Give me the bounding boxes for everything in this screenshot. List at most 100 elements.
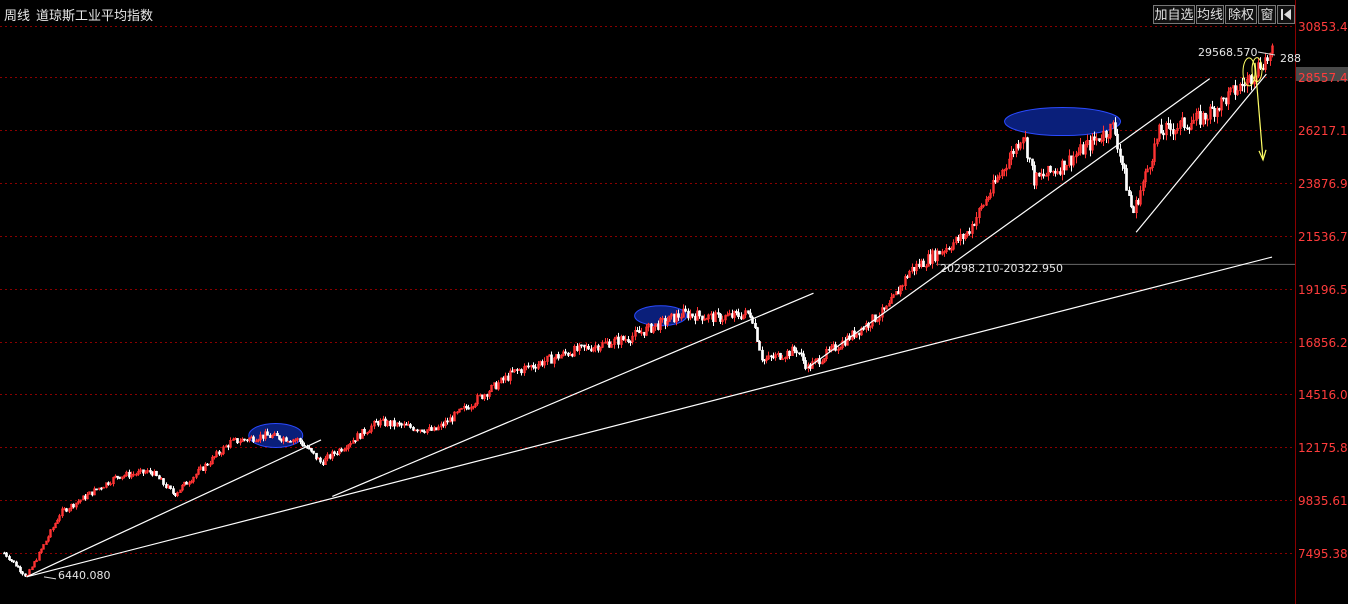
candle-body <box>1116 133 1119 150</box>
candle-body <box>793 346 796 352</box>
candle-body <box>1216 108 1219 117</box>
candle-body <box>624 339 627 341</box>
candle-body <box>363 428 366 434</box>
candle-body <box>1160 124 1163 134</box>
candle-body <box>500 377 503 384</box>
candle-body <box>93 488 96 496</box>
candle-body <box>601 342 604 348</box>
candle-body <box>278 435 281 440</box>
candle-body <box>784 357 787 360</box>
candle-body <box>761 349 764 361</box>
candle-body <box>472 406 475 408</box>
candle-body <box>1204 112 1207 120</box>
candle-body <box>1042 173 1045 177</box>
candle-body <box>130 473 133 478</box>
candle-body <box>968 231 971 234</box>
candle-body <box>1026 137 1029 159</box>
candle-body <box>950 248 953 251</box>
candle-body <box>185 481 188 485</box>
candle-body <box>135 473 138 476</box>
candle-body <box>12 560 15 563</box>
candle-body <box>86 493 89 500</box>
candle-body <box>416 429 419 432</box>
candle-body <box>925 265 928 268</box>
candle-body <box>273 433 276 436</box>
candle-body <box>1028 157 1031 160</box>
candle-body <box>1010 150 1013 160</box>
candle-body <box>465 405 468 409</box>
candle-body <box>1128 190 1131 196</box>
candle-body <box>509 370 512 381</box>
candle-body <box>139 469 142 472</box>
candle-body <box>195 473 198 478</box>
candle-body <box>1169 123 1172 130</box>
candle-body <box>719 313 722 322</box>
highlight-loop <box>1251 57 1263 83</box>
add-favorite-button[interactable]: 加自选 <box>1153 5 1195 24</box>
candle-body <box>654 323 657 328</box>
candle-body <box>1220 97 1223 111</box>
candle-body <box>289 440 292 443</box>
candle-body <box>255 440 258 443</box>
low-price-label: 6440.080 <box>58 569 111 582</box>
candle-body <box>61 508 64 517</box>
candle-body <box>580 344 583 347</box>
candle-body <box>162 478 165 485</box>
candle-body <box>742 314 745 320</box>
candle-body <box>945 247 948 252</box>
ex-rights-button[interactable]: 除权 <box>1225 5 1257 24</box>
candle-body <box>347 444 350 449</box>
candle-body <box>181 484 184 491</box>
candle-body <box>75 502 78 508</box>
candle-body <box>931 250 934 264</box>
candle-body <box>666 321 669 325</box>
candle-body <box>1227 91 1230 105</box>
high-pointer <box>1257 51 1276 56</box>
moving-average-button[interactable]: 均线 <box>1196 5 1224 24</box>
candle-body <box>1162 132 1165 136</box>
candle-body <box>948 247 951 250</box>
highlight-ellipse <box>1004 107 1122 137</box>
arrow-head <box>1258 149 1267 162</box>
candle-body <box>717 312 720 315</box>
candle-body <box>155 470 158 477</box>
window-button[interactable]: 窗 <box>1258 5 1276 24</box>
candle-body <box>553 357 556 364</box>
candle-body <box>49 529 52 538</box>
candle-body <box>823 358 826 363</box>
candle-body <box>964 235 967 239</box>
candle-body <box>218 451 221 455</box>
candle-body <box>1091 136 1094 151</box>
candle-body <box>705 318 708 321</box>
candle-body <box>680 316 683 319</box>
candle-body <box>421 429 424 432</box>
candle-body <box>1095 138 1098 141</box>
candle-body <box>546 355 549 362</box>
candle-body <box>728 313 731 316</box>
candle-body <box>5 552 8 557</box>
candle-body <box>310 448 313 452</box>
candle-body <box>211 456 214 465</box>
candle-body <box>1015 144 1018 154</box>
candle-body <box>95 488 98 491</box>
back-arrow-icon[interactable] <box>1277 5 1295 24</box>
grid-lines <box>0 26 1295 554</box>
candle-body <box>373 420 376 427</box>
candle-body <box>40 548 43 553</box>
candle-body <box>315 452 318 460</box>
candle-body <box>1035 172 1038 186</box>
candle-body <box>985 199 988 206</box>
candle-body <box>560 355 563 359</box>
candle-body <box>881 307 884 318</box>
candle-body <box>701 315 704 321</box>
candle-body <box>645 326 648 336</box>
candle-body <box>15 561 18 567</box>
candle-body <box>333 451 336 454</box>
candle-body <box>296 438 299 441</box>
candle-body <box>767 355 770 360</box>
candle-body <box>1165 123 1168 136</box>
high-price-label: 29568.570 <box>1198 46 1258 59</box>
candle-body <box>1222 97 1225 100</box>
candle-body <box>338 448 341 455</box>
